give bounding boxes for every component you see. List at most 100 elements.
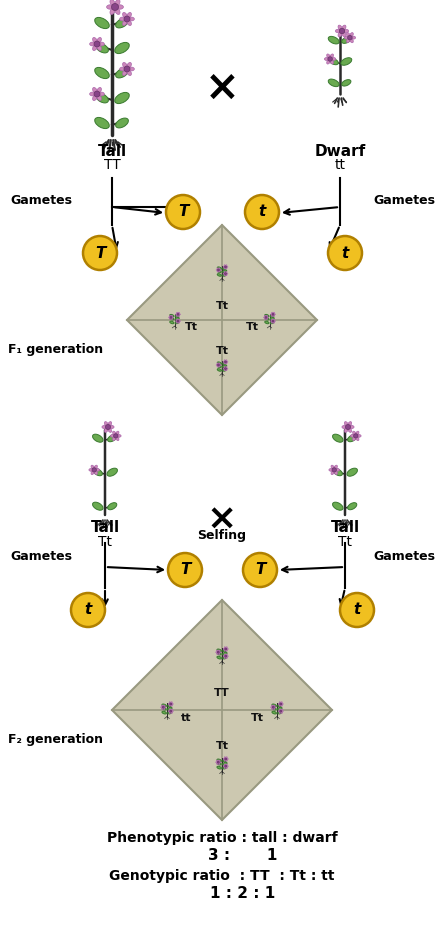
- Ellipse shape: [218, 363, 220, 365]
- Text: ×: ×: [205, 67, 239, 109]
- Ellipse shape: [168, 711, 172, 714]
- Circle shape: [162, 706, 164, 708]
- Ellipse shape: [338, 25, 342, 30]
- Ellipse shape: [226, 649, 227, 652]
- Ellipse shape: [128, 17, 134, 21]
- Ellipse shape: [226, 766, 228, 767]
- Ellipse shape: [105, 422, 108, 426]
- Text: F₁ generation: F₁ generation: [8, 343, 103, 356]
- Text: F₂ generation: F₂ generation: [8, 734, 103, 747]
- Polygon shape: [127, 225, 317, 415]
- Circle shape: [225, 361, 227, 363]
- Ellipse shape: [327, 54, 330, 58]
- Circle shape: [243, 553, 277, 587]
- Ellipse shape: [96, 43, 109, 53]
- Ellipse shape: [274, 706, 276, 708]
- Ellipse shape: [177, 319, 178, 321]
- Circle shape: [225, 758, 227, 760]
- Text: Tt: Tt: [338, 535, 352, 549]
- Ellipse shape: [224, 272, 226, 273]
- Ellipse shape: [171, 315, 172, 317]
- Ellipse shape: [217, 271, 218, 272]
- Text: T: T: [95, 245, 105, 260]
- Circle shape: [345, 424, 351, 429]
- Ellipse shape: [331, 58, 336, 60]
- Ellipse shape: [105, 427, 108, 433]
- Ellipse shape: [123, 12, 127, 18]
- Ellipse shape: [217, 763, 218, 765]
- Ellipse shape: [217, 267, 222, 270]
- Circle shape: [124, 16, 130, 22]
- Ellipse shape: [219, 270, 221, 271]
- Ellipse shape: [224, 360, 226, 361]
- Text: Tt: Tt: [251, 713, 264, 723]
- Ellipse shape: [95, 469, 100, 472]
- Ellipse shape: [333, 469, 342, 476]
- Ellipse shape: [218, 760, 220, 762]
- Ellipse shape: [342, 37, 351, 43]
- Ellipse shape: [223, 267, 227, 270]
- Ellipse shape: [224, 767, 226, 769]
- Ellipse shape: [177, 322, 178, 323]
- Ellipse shape: [169, 709, 171, 711]
- Ellipse shape: [271, 312, 273, 314]
- Ellipse shape: [89, 469, 93, 472]
- Circle shape: [94, 91, 100, 97]
- Ellipse shape: [127, 12, 131, 18]
- Ellipse shape: [113, 431, 116, 436]
- Circle shape: [354, 434, 358, 438]
- Ellipse shape: [224, 656, 226, 658]
- Circle shape: [340, 593, 374, 627]
- Ellipse shape: [224, 267, 226, 269]
- Ellipse shape: [334, 465, 337, 470]
- Ellipse shape: [343, 29, 348, 33]
- Ellipse shape: [175, 314, 179, 317]
- Ellipse shape: [175, 322, 179, 323]
- Ellipse shape: [176, 314, 178, 315]
- Ellipse shape: [223, 361, 225, 362]
- Ellipse shape: [224, 647, 226, 649]
- Circle shape: [170, 317, 172, 319]
- Text: Gametes: Gametes: [10, 551, 72, 564]
- Ellipse shape: [349, 425, 354, 428]
- Ellipse shape: [336, 29, 341, 33]
- Circle shape: [328, 57, 332, 61]
- Ellipse shape: [218, 763, 220, 765]
- Ellipse shape: [168, 703, 170, 704]
- Ellipse shape: [352, 431, 356, 436]
- Ellipse shape: [223, 766, 226, 767]
- Ellipse shape: [223, 266, 225, 268]
- Ellipse shape: [266, 317, 268, 318]
- Ellipse shape: [347, 468, 357, 476]
- Ellipse shape: [89, 92, 96, 96]
- Ellipse shape: [278, 711, 282, 714]
- Text: Tt: Tt: [215, 301, 228, 311]
- Ellipse shape: [342, 25, 346, 30]
- Circle shape: [332, 468, 336, 472]
- Ellipse shape: [271, 319, 273, 321]
- Ellipse shape: [344, 36, 349, 40]
- Ellipse shape: [116, 431, 119, 436]
- Ellipse shape: [271, 321, 273, 322]
- Ellipse shape: [178, 314, 180, 315]
- Ellipse shape: [170, 314, 174, 317]
- Circle shape: [280, 703, 282, 705]
- Ellipse shape: [273, 705, 275, 707]
- Ellipse shape: [96, 93, 109, 103]
- Ellipse shape: [170, 318, 171, 320]
- Text: Tt: Tt: [185, 323, 198, 332]
- Ellipse shape: [91, 471, 94, 474]
- Text: t: t: [341, 245, 348, 260]
- Circle shape: [225, 266, 227, 268]
- Ellipse shape: [171, 702, 172, 703]
- Ellipse shape: [89, 42, 96, 46]
- Ellipse shape: [223, 767, 227, 769]
- Ellipse shape: [94, 471, 97, 474]
- Ellipse shape: [171, 711, 173, 712]
- Ellipse shape: [272, 711, 276, 714]
- Ellipse shape: [226, 361, 228, 362]
- Ellipse shape: [217, 365, 218, 367]
- Ellipse shape: [266, 315, 267, 317]
- Ellipse shape: [171, 711, 172, 714]
- Ellipse shape: [218, 652, 221, 653]
